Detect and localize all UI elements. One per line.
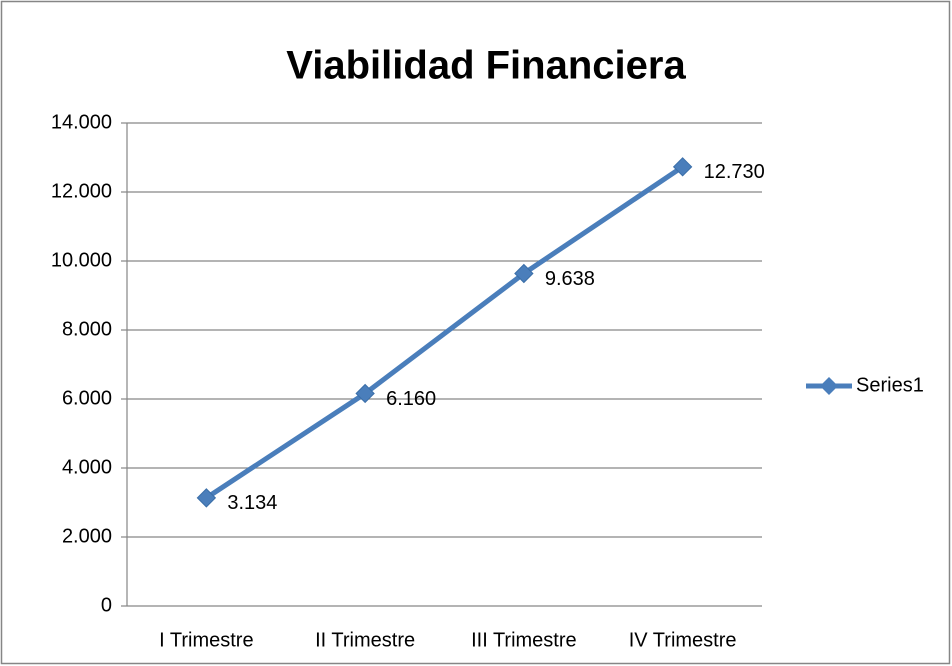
legend-label: Series1 bbox=[856, 374, 924, 396]
point-marker bbox=[672, 157, 693, 177]
y-tick-label: 14.000 bbox=[51, 111, 112, 133]
y-tick-label: 0 bbox=[101, 594, 112, 616]
y-tick-label: 2.000 bbox=[62, 525, 112, 547]
chart-title: Viabilidad Financiera bbox=[286, 44, 686, 88]
series-line bbox=[205, 164, 685, 500]
point-marker bbox=[514, 263, 534, 284]
data-label: 3.134 bbox=[227, 492, 277, 514]
legend-marker bbox=[820, 377, 838, 395]
point-marker bbox=[196, 488, 217, 508]
y-tick-label: 8.000 bbox=[62, 318, 112, 340]
y-tick-label: 4.000 bbox=[62, 456, 112, 478]
x-tick-label: III Trimestre bbox=[471, 629, 577, 651]
y-tick-label: 10.000 bbox=[51, 249, 112, 271]
data-label: 12.730 bbox=[704, 161, 765, 183]
y-tick-label: 6.000 bbox=[62, 387, 112, 409]
x-tick-label: II Trimestre bbox=[315, 629, 415, 651]
data-label: 9.638 bbox=[545, 268, 595, 290]
y-tick-label: 12.000 bbox=[51, 180, 112, 202]
x-tick-label: I Trimestre bbox=[159, 629, 253, 651]
data-label: 6.160 bbox=[386, 388, 436, 410]
point-marker bbox=[355, 383, 375, 404]
x-tick-label: IV Trimestre bbox=[629, 629, 737, 651]
